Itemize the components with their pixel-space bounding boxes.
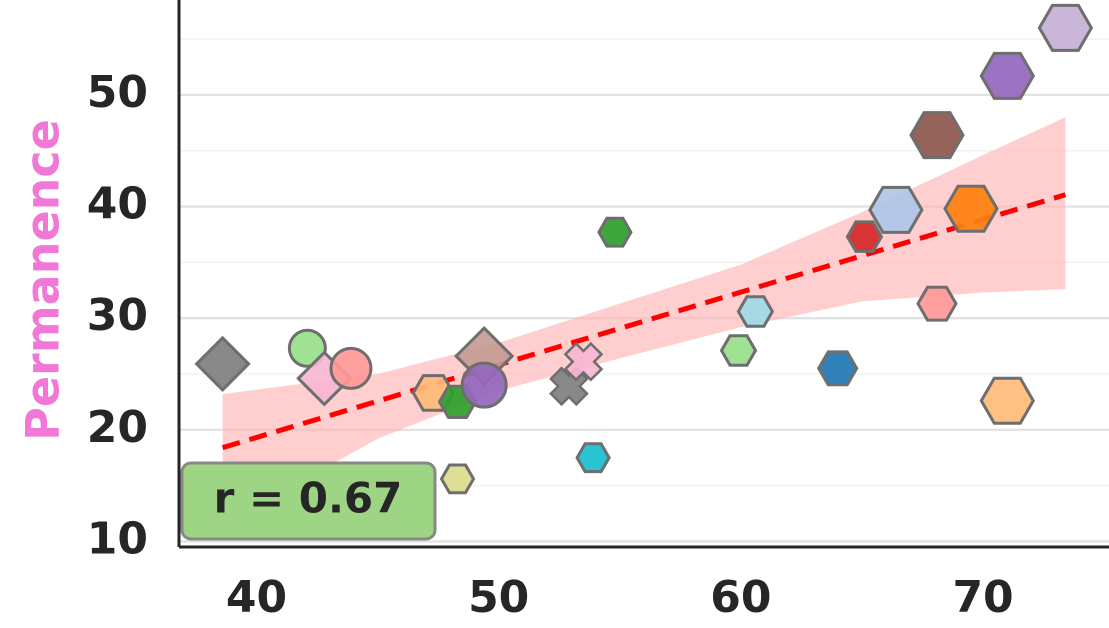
- x-tick-label: 70: [952, 572, 1013, 623]
- regression-line: [221, 192, 1067, 451]
- data-point: [868, 185, 924, 234]
- data-point: [563, 341, 604, 382]
- axes: [177, 0, 1109, 549]
- data-point: [287, 328, 327, 368]
- data-point: [979, 376, 1036, 425]
- data-point: [909, 111, 965, 160]
- data-point: [1037, 3, 1094, 52]
- data-point: [736, 295, 775, 328]
- data-point: [719, 334, 758, 367]
- data-point: [816, 350, 859, 387]
- x-tick-label: 40: [226, 572, 287, 623]
- x-tick-label: 50: [468, 572, 529, 623]
- data-point-shape: [563, 341, 604, 382]
- correlation-annotation: r = 0.67: [180, 461, 437, 541]
- data-point: [575, 442, 611, 474]
- confidence-band: [222, 117, 1066, 525]
- data-point: [845, 220, 884, 253]
- y-tick-label: 50: [87, 67, 148, 118]
- data-point: [329, 346, 373, 390]
- y-tick-labels: 10 20 30 40 50: [87, 67, 148, 565]
- data-point: [597, 216, 633, 248]
- y-tick-label: 40: [87, 179, 148, 230]
- data-point: [979, 51, 1036, 100]
- data-point: [439, 463, 476, 495]
- y-tick-label: 10: [87, 513, 148, 564]
- regression-line-group: [221, 192, 1067, 451]
- data-point: [916, 285, 958, 322]
- y-tick-label: 30: [87, 290, 148, 341]
- x-tick-label: 60: [710, 572, 771, 623]
- data-points: [194, 3, 1094, 495]
- data-point: [460, 361, 508, 409]
- annotation-box: [180, 461, 437, 541]
- data-point: [194, 335, 251, 393]
- y-axis-label: Permanence: [16, 119, 70, 441]
- confidence-band-group: [222, 117, 1066, 525]
- data-point: [943, 184, 999, 233]
- y-tick-label: 20: [87, 402, 148, 453]
- x-tick-labels: 40 50 60 70: [226, 572, 1014, 623]
- annotation-text: r = 0.67: [214, 474, 403, 523]
